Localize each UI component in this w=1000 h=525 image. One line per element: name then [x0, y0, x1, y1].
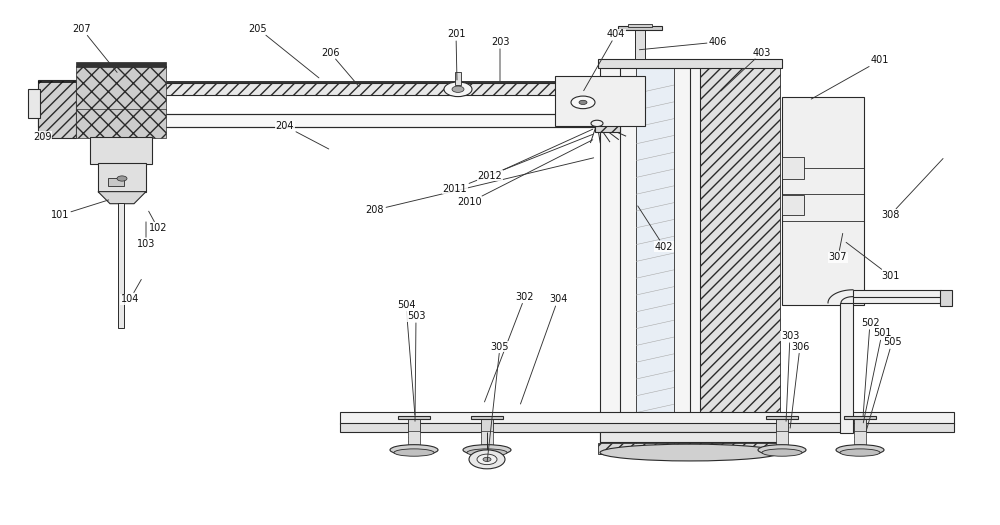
Text: 505: 505 [866, 337, 901, 430]
Circle shape [483, 457, 491, 461]
Bar [776, 417, 788, 432]
Circle shape [469, 450, 505, 469]
Bar [90, 136, 152, 164]
Circle shape [571, 96, 595, 109]
Bar [598, 443, 782, 454]
Text: 304: 304 [520, 294, 567, 404]
Bar [340, 412, 954, 424]
Text: 303: 303 [781, 331, 799, 421]
Bar [782, 158, 804, 179]
Bar [776, 430, 788, 446]
Text: 203: 203 [491, 37, 509, 81]
Bar [481, 417, 493, 432]
Bar [600, 67, 700, 450]
Ellipse shape [840, 449, 880, 456]
Bar [782, 195, 804, 215]
Ellipse shape [758, 445, 806, 455]
Bar [38, 114, 640, 127]
Bar [76, 109, 166, 138]
Circle shape [444, 82, 472, 97]
Bar [766, 416, 798, 419]
Text: 401: 401 [811, 55, 889, 99]
Bar [340, 423, 954, 432]
Ellipse shape [390, 445, 438, 455]
Bar [595, 77, 620, 132]
Text: 403: 403 [721, 47, 771, 91]
Bar [854, 417, 866, 432]
Text: 205: 205 [249, 24, 319, 78]
Ellipse shape [394, 449, 434, 456]
Circle shape [477, 454, 497, 465]
Bar [782, 97, 864, 304]
Bar [854, 430, 866, 446]
Circle shape [591, 120, 603, 127]
Text: 101: 101 [51, 200, 109, 220]
Text: 406: 406 [639, 37, 727, 50]
Text: 306: 306 [790, 341, 809, 428]
Text: 404: 404 [584, 29, 625, 91]
Text: 302: 302 [484, 291, 534, 402]
Bar [408, 417, 420, 432]
Ellipse shape [600, 444, 780, 461]
Bar [98, 163, 146, 192]
Bar [598, 59, 782, 68]
Text: 103: 103 [137, 222, 155, 249]
Bar [628, 24, 652, 27]
Bar [840, 303, 853, 433]
Bar [481, 430, 493, 446]
Text: 305: 305 [487, 341, 509, 461]
Bar [398, 416, 430, 419]
Bar [108, 178, 124, 186]
Text: 502: 502 [861, 318, 879, 416]
Ellipse shape [762, 449, 802, 456]
Bar [471, 416, 503, 419]
Text: 308: 308 [881, 159, 943, 220]
Bar [636, 67, 674, 450]
Text: 209: 209 [33, 131, 52, 142]
Text: 201: 201 [447, 29, 465, 80]
Text: 301: 301 [846, 243, 899, 281]
Ellipse shape [836, 445, 884, 455]
Bar [76, 62, 166, 67]
Text: 402: 402 [638, 206, 673, 252]
Text: 501: 501 [863, 328, 891, 423]
Polygon shape [98, 192, 146, 204]
Bar [600, 432, 782, 442]
Text: 104: 104 [121, 279, 141, 304]
Text: 102: 102 [149, 211, 167, 234]
Bar [455, 72, 461, 85]
Bar [76, 66, 166, 110]
Bar [618, 26, 662, 30]
Circle shape [452, 86, 464, 92]
Text: 207: 207 [73, 24, 117, 72]
Text: 503: 503 [407, 311, 425, 421]
Bar [853, 296, 948, 303]
Text: 2010: 2010 [458, 140, 593, 207]
Bar [38, 80, 76, 138]
Bar [28, 89, 40, 118]
Text: 208: 208 [366, 158, 594, 215]
Bar [844, 416, 876, 419]
Bar [700, 67, 780, 450]
Bar [118, 203, 124, 328]
Ellipse shape [467, 449, 507, 456]
Bar [555, 76, 645, 126]
Bar [408, 430, 420, 446]
Ellipse shape [463, 445, 511, 455]
Circle shape [579, 100, 587, 104]
Bar [853, 290, 941, 297]
Text: 2012: 2012 [478, 129, 593, 181]
Bar [38, 83, 640, 94]
Bar [635, 28, 645, 59]
Text: 504: 504 [397, 299, 415, 415]
Circle shape [117, 176, 127, 181]
Text: 206: 206 [321, 47, 359, 87]
Bar [940, 290, 952, 306]
Text: 2011: 2011 [443, 134, 593, 194]
Text: 307: 307 [829, 234, 847, 262]
Text: 204: 204 [276, 121, 329, 149]
